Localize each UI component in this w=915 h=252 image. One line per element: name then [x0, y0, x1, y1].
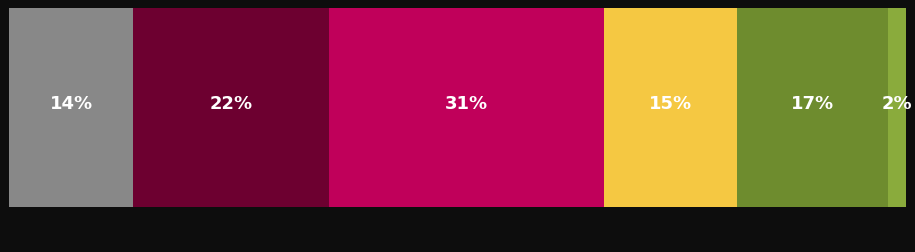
- Bar: [328, 2, 604, 207]
- Text: 17%: 17%: [791, 95, 834, 113]
- Text: 22%: 22%: [210, 95, 253, 113]
- Bar: [604, 2, 737, 207]
- Text: 2%: 2%: [882, 95, 912, 113]
- Text: 31%: 31%: [445, 95, 488, 113]
- Text: 15%: 15%: [649, 95, 692, 113]
- Bar: [9, 2, 134, 207]
- Bar: [134, 2, 328, 207]
- Bar: [737, 2, 888, 207]
- Bar: [888, 2, 906, 207]
- Text: 14%: 14%: [49, 95, 92, 113]
